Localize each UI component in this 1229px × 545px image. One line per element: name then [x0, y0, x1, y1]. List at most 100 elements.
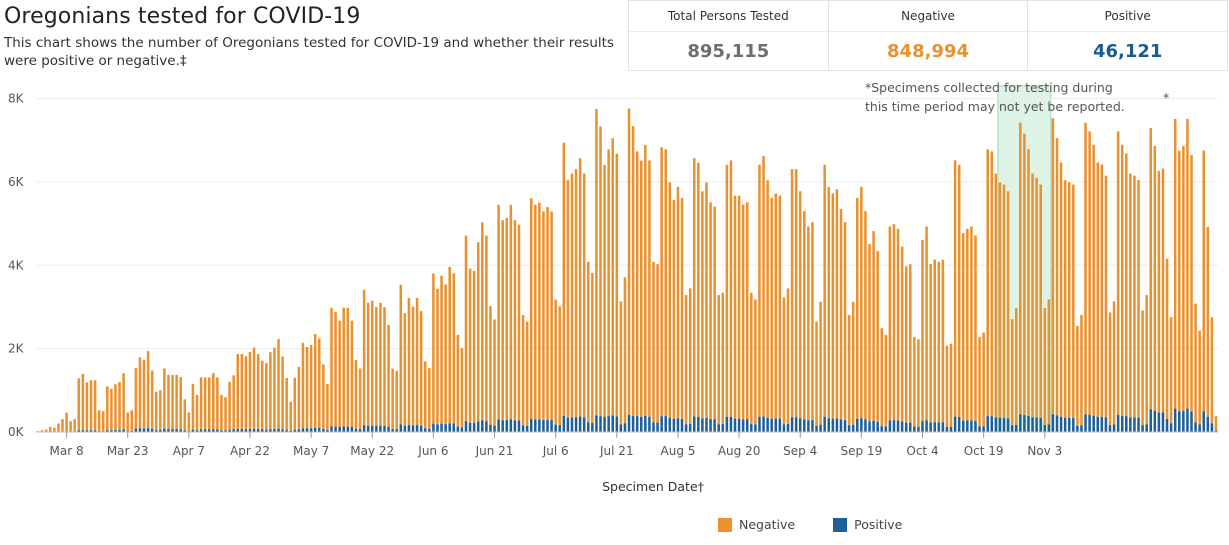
bar-negative: [880, 328, 884, 427]
bar-positive: [538, 419, 541, 432]
kpi-summary: Total Persons Tested 895,115 Negative 84…: [628, 0, 1228, 71]
bar-negative: [301, 342, 305, 429]
bar-negative: [342, 307, 345, 427]
bar-positive: [640, 416, 643, 432]
bar-positive: [554, 424, 557, 432]
bar-negative: [179, 377, 182, 430]
bar-positive: [562, 415, 566, 432]
bar-negative: [595, 108, 598, 416]
bar-negative: [260, 360, 264, 430]
bar-negative: [1084, 122, 1087, 415]
bar-positive: [733, 418, 737, 432]
x-axis-title: Specimen Date†: [602, 479, 704, 494]
x-tick-label: Mar 8: [50, 444, 84, 458]
bar-positive: [293, 429, 297, 432]
bar-positive: [966, 420, 969, 432]
bar-negative: [737, 195, 741, 419]
bar-positive: [745, 419, 749, 432]
bar-negative: [538, 202, 541, 420]
bar-negative: [460, 348, 464, 428]
bar-negative: [85, 382, 89, 431]
bar-negative: [904, 266, 908, 423]
bar-negative: [558, 306, 562, 426]
bars[interactable]: [36, 108, 1218, 432]
bar-negative: [525, 321, 529, 426]
bar-negative: [1076, 325, 1079, 426]
bar-negative: [1178, 150, 1181, 412]
bar-positive: [762, 416, 765, 432]
bar-negative: [175, 374, 178, 430]
legend-item-negative[interactable]: Negative: [718, 517, 795, 532]
bar-negative: [750, 292, 753, 425]
bar-negative: [476, 242, 480, 422]
bar-negative: [660, 147, 663, 417]
bar-negative: [338, 320, 341, 427]
bar-positive: [330, 426, 333, 432]
bar-positive: [697, 416, 700, 432]
bar-positive: [1084, 414, 1087, 432]
bar-negative: [411, 306, 415, 426]
x-tick-label: Jul 6: [542, 444, 569, 458]
bar-negative: [521, 315, 525, 426]
bar-positive: [456, 426, 460, 432]
bar-positive: [1182, 410, 1185, 432]
bar-negative: [815, 321, 818, 426]
bar-negative: [1047, 299, 1051, 425]
bar-negative: [358, 368, 362, 430]
bar-positive: [794, 417, 798, 432]
bar-positive: [1019, 414, 1022, 432]
bar-positive: [485, 421, 488, 432]
bar-negative: [635, 151, 639, 417]
bar-positive: [1165, 419, 1169, 432]
bar-positive: [285, 430, 288, 432]
bar-negative: [415, 297, 419, 426]
bar-negative: [872, 231, 875, 421]
bar-positive: [664, 416, 667, 432]
bar-positive: [338, 426, 341, 432]
x-tick-label: Jun 6: [417, 444, 448, 458]
bar-negative: [57, 423, 60, 432]
bar-positive: [1076, 425, 1079, 432]
bar-positive: [1149, 409, 1153, 432]
bar-positive: [313, 427, 317, 432]
bar-positive: [220, 430, 223, 432]
bar-negative: [497, 204, 500, 420]
bar-positive: [195, 430, 199, 432]
bar-negative: [957, 164, 961, 417]
bar-negative: [40, 430, 44, 432]
bar-negative: [330, 307, 333, 427]
bar-negative: [159, 390, 162, 430]
bar-negative: [334, 311, 337, 427]
bar-positive: [403, 425, 407, 432]
bar-negative: [167, 374, 170, 430]
bar-negative: [61, 419, 64, 432]
bar-positive: [546, 419, 549, 432]
bar-negative: [395, 370, 398, 430]
legend-item-positive[interactable]: Positive: [833, 517, 902, 532]
x-tick-label: Nov 3: [1027, 444, 1062, 458]
bar-negative: [1010, 319, 1014, 426]
bar-negative: [1133, 175, 1136, 418]
bar-positive: [1100, 416, 1104, 432]
x-tick-label: Mar 23: [107, 444, 149, 458]
bar-negative: [244, 356, 248, 430]
bar-negative: [1104, 175, 1108, 418]
reporting-note-marker: *: [1163, 90, 1169, 105]
bar-positive: [921, 421, 924, 432]
bar-positive: [1161, 412, 1165, 432]
bar-negative: [1067, 182, 1071, 418]
x-tick-label: Sep 19: [841, 444, 883, 458]
bar-positive: [721, 424, 725, 432]
bar-positive: [1088, 414, 1091, 432]
bar-positive: [701, 418, 704, 432]
bar-positive: [892, 420, 896, 432]
x-tick-label: Aug 5: [661, 444, 696, 458]
bar-negative: [546, 207, 549, 420]
bar-positive: [175, 429, 178, 432]
chart-subtitle: This chart shows the number of Oregonian…: [4, 35, 614, 69]
bar-positive: [252, 428, 256, 432]
bar-positive: [872, 420, 875, 432]
bar-positive: [774, 418, 778, 432]
bar-positive: [167, 429, 170, 432]
